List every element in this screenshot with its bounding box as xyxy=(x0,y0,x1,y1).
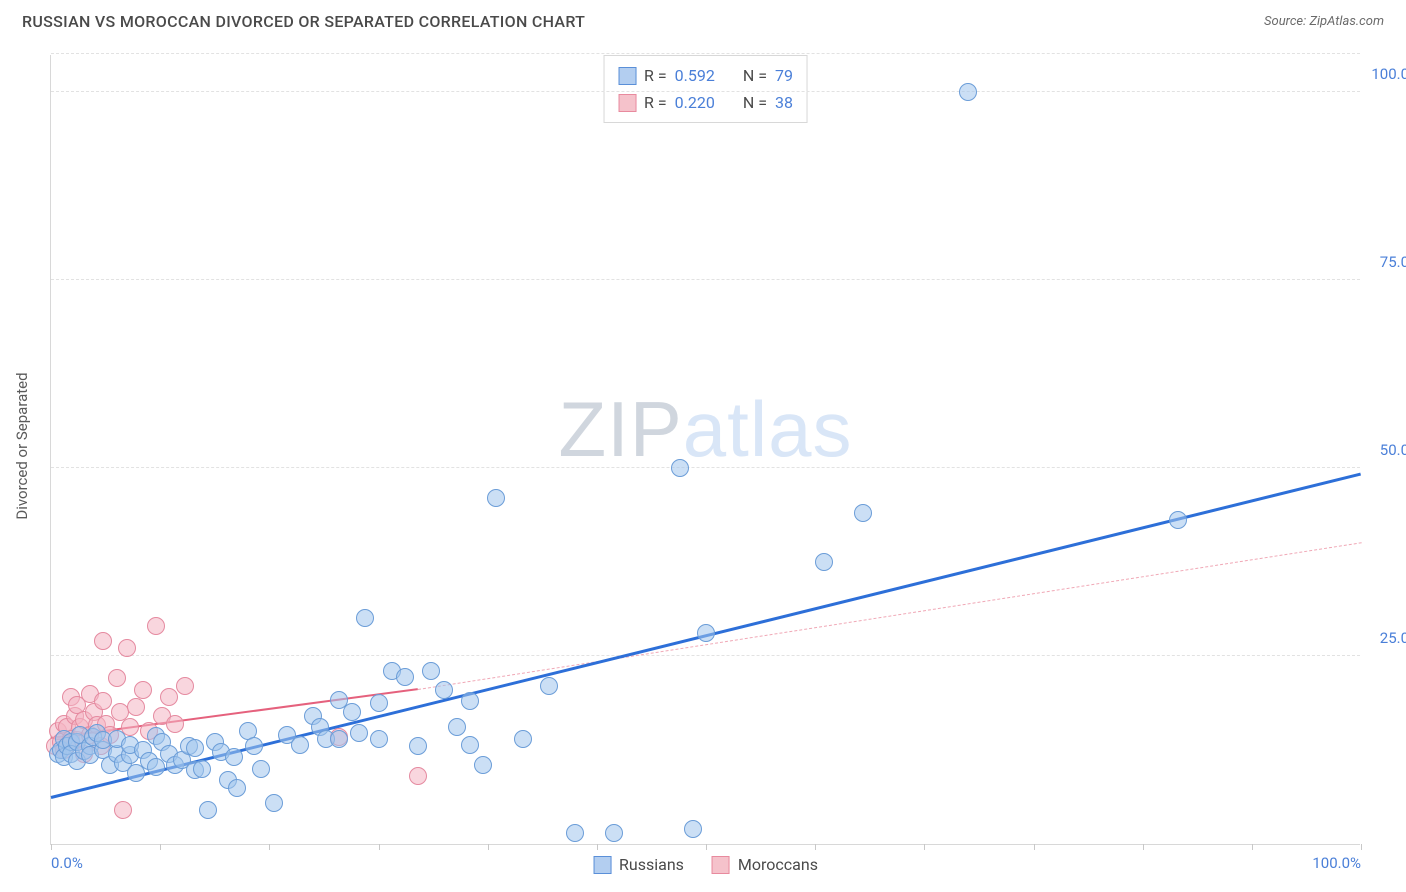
data-point xyxy=(448,718,466,736)
xtick xyxy=(160,844,161,850)
data-point xyxy=(461,692,479,710)
data-point xyxy=(245,737,263,755)
ytick-label: 75.0% xyxy=(1380,253,1406,271)
data-point xyxy=(186,739,204,757)
source-link[interactable]: ZipAtlas.com xyxy=(1309,14,1384,29)
data-point xyxy=(265,794,283,812)
data-point xyxy=(147,617,165,635)
gridline xyxy=(51,467,1360,468)
data-point xyxy=(176,677,194,695)
gridline xyxy=(51,279,1360,280)
legend-item-russians: Russians xyxy=(593,855,684,874)
xtick xyxy=(815,844,816,850)
legend-item-moroccans: Moroccans xyxy=(712,855,818,874)
legend-row-russians: R = 0.592 N = 79 xyxy=(618,62,793,89)
source-attribution: Source: ZipAtlas.com xyxy=(1264,14,1384,29)
watermark: ZIPatlas xyxy=(558,384,852,475)
legend-swatch-blue xyxy=(618,67,636,85)
data-point xyxy=(94,692,112,710)
data-point xyxy=(134,681,152,699)
data-point xyxy=(854,504,872,522)
ytick-label: 100.0% xyxy=(1371,65,1406,83)
legend-swatch-pink xyxy=(618,94,636,112)
scatter-plot-area: ZIPatlas R = 0.592 N = 79 R = 0.220 N = … xyxy=(50,55,1360,845)
xtick-label: 100.0% xyxy=(1312,854,1361,872)
data-point xyxy=(959,83,977,101)
data-point xyxy=(330,730,348,748)
legend-row-moroccans: R = 0.220 N = 38 xyxy=(618,89,793,116)
data-point xyxy=(199,801,217,819)
series-legend: Russians Moroccans xyxy=(593,855,818,874)
xtick xyxy=(269,844,270,850)
data-point xyxy=(193,760,211,778)
data-point xyxy=(127,698,145,716)
data-point xyxy=(147,758,165,776)
data-point xyxy=(815,553,833,571)
data-point xyxy=(350,724,368,742)
xtick xyxy=(1034,844,1035,850)
xtick xyxy=(597,844,598,850)
data-point xyxy=(370,730,388,748)
ytick-label: 50.0% xyxy=(1380,441,1406,459)
gridline xyxy=(51,91,1360,92)
data-point xyxy=(252,760,270,778)
data-point xyxy=(370,694,388,712)
xtick xyxy=(379,844,380,850)
data-point xyxy=(396,668,414,686)
data-point xyxy=(94,632,112,650)
data-point xyxy=(540,677,558,695)
gridline xyxy=(51,655,1360,656)
data-point xyxy=(566,824,584,842)
data-point xyxy=(228,779,246,797)
legend-swatch-blue xyxy=(593,856,611,874)
correlation-legend: R = 0.592 N = 79 R = 0.220 N = 38 xyxy=(603,55,808,123)
data-point xyxy=(435,681,453,699)
data-point xyxy=(461,736,479,754)
data-point xyxy=(697,624,715,642)
data-point xyxy=(487,489,505,507)
xtick xyxy=(706,844,707,850)
data-point xyxy=(343,703,361,721)
data-point xyxy=(474,756,492,774)
data-point xyxy=(1169,511,1187,529)
data-point xyxy=(114,801,132,819)
chart-title: RUSSIAN VS MOROCCAN DIVORCED OR SEPARATE… xyxy=(22,12,585,31)
legend-label: Moroccans xyxy=(738,855,818,874)
xtick xyxy=(1252,844,1253,850)
data-point xyxy=(671,459,689,477)
data-point xyxy=(605,824,623,842)
data-point xyxy=(108,669,126,687)
data-point xyxy=(291,736,309,754)
data-point xyxy=(409,737,427,755)
data-point xyxy=(422,662,440,680)
data-point xyxy=(684,820,702,838)
y-axis-label: Divorced or Separated xyxy=(13,372,31,519)
legend-label: Russians xyxy=(619,855,684,874)
data-point xyxy=(409,767,427,785)
xtick xyxy=(1361,844,1362,850)
data-point xyxy=(225,748,243,766)
xtick-label: 0.0% xyxy=(51,854,83,872)
xtick xyxy=(51,844,52,850)
xtick xyxy=(1143,844,1144,850)
data-point xyxy=(356,609,374,627)
data-point xyxy=(514,730,532,748)
data-point xyxy=(118,639,136,657)
xtick xyxy=(488,844,489,850)
legend-swatch-pink xyxy=(712,856,730,874)
ytick-label: 25.0% xyxy=(1380,629,1406,647)
gridline xyxy=(51,53,1360,54)
data-point xyxy=(160,688,178,706)
xtick xyxy=(924,844,925,850)
data-point xyxy=(166,715,184,733)
trend-line xyxy=(418,542,1361,690)
